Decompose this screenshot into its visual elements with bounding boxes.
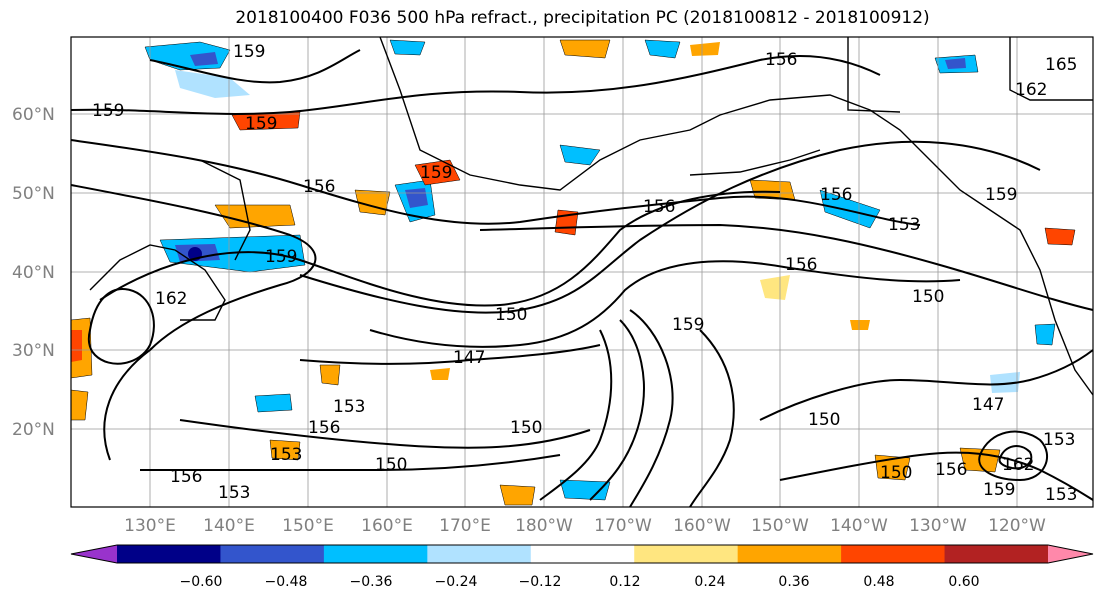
colorbar-tick-label: −0.48 — [265, 574, 308, 590]
colorbar-outline — [70, 544, 1094, 564]
contour-label: 153 — [333, 397, 365, 417]
contour-label: 159 — [245, 114, 277, 134]
colorbar-tick-label: 0.12 — [609, 574, 640, 590]
colorbar-tick-label: 0.60 — [948, 574, 979, 590]
contour-label: 153 — [218, 483, 250, 503]
colorbar-extend-high — [1048, 545, 1093, 563]
contour-label: 153 — [270, 445, 302, 465]
colorbar-tick-label: 0.48 — [863, 574, 894, 590]
lon-label: 120°W — [988, 516, 1046, 536]
contour-label: 159 — [420, 163, 452, 183]
colorbar-tick-label: −0.12 — [519, 574, 562, 590]
contour-label: 159 — [265, 247, 297, 267]
contour-label: 156 — [170, 467, 202, 487]
colorbar-segment — [634, 545, 739, 563]
lon-label: 150°E — [282, 516, 334, 536]
contour-label: 159 — [92, 101, 124, 121]
colorbar-segment — [117, 545, 221, 563]
colorbar-tick-label: −0.60 — [180, 574, 223, 590]
contour-label: 153 — [888, 215, 920, 235]
lon-label: 140°E — [203, 516, 255, 536]
contour-label: 156 — [643, 197, 675, 217]
colorbar-segment — [220, 545, 325, 563]
colorbar-tick-label: 0.36 — [778, 574, 809, 590]
lon-label: 130°W — [909, 516, 967, 536]
latitude-labels: 60°N 50°N 40°N 30°N 20°N — [12, 105, 55, 440]
contour-label: 159 — [983, 480, 1015, 500]
contour-label: 159 — [233, 42, 265, 62]
colorbar-tick-labels: −0.60 −0.48 −0.36 −0.24 −0.12 0.12 0.24 … — [180, 574, 980, 590]
colorbar-segment — [841, 545, 946, 563]
colorbar-extend-low — [71, 545, 117, 563]
colorbar-tick-label: −0.36 — [350, 574, 393, 590]
map-title: 2018100400 F036 500 hPa refract., precip… — [235, 8, 930, 28]
contour-label: 150 — [880, 463, 912, 483]
precipitation-shading — [70, 39, 1076, 506]
contour-labels: 159 159 159 156 159 159 156 156 153 156 … — [92, 42, 1077, 505]
contour-label: 159 — [672, 315, 704, 335]
contour-label: 153 — [1043, 430, 1075, 450]
contour-label: 150 — [808, 410, 840, 430]
contour-label: 159 — [985, 185, 1017, 205]
lon-label: 180°W — [515, 516, 573, 536]
contour-label: 153 — [1045, 485, 1077, 505]
lon-label: 160°E — [361, 516, 413, 536]
lon-label: 130°E — [124, 516, 176, 536]
lon-label: 140°W — [830, 516, 888, 536]
contour-label: 156 — [820, 185, 852, 205]
colorbar-segment — [737, 545, 842, 563]
lon-label: 170°E — [439, 516, 491, 536]
contour-label: 156 — [785, 255, 817, 275]
colorbar — [70, 544, 1094, 564]
contour-label: 156 — [935, 460, 967, 480]
contour-label: 156 — [303, 177, 335, 197]
contour-label: 150 — [495, 305, 527, 325]
lon-label: 170°W — [594, 516, 652, 536]
colorbar-segment — [530, 545, 635, 563]
contour-label: 150 — [375, 455, 407, 475]
lon-label: 150°W — [751, 516, 809, 536]
contour-label: 165 — [1045, 55, 1077, 75]
lon-label: 160°W — [673, 516, 731, 536]
contour-label: 150 — [510, 418, 542, 438]
colorbar-tick-label: −0.24 — [435, 574, 478, 590]
lat-label: 20°N — [12, 420, 55, 440]
refractivity-contours — [70, 49, 1094, 508]
contour-label: 147 — [972, 395, 1004, 415]
contour-label: 147 — [453, 348, 485, 368]
colorbar-segment — [323, 545, 428, 563]
map-frame — [70, 36, 1094, 508]
contour-label: 162 — [155, 289, 187, 309]
lat-label: 30°N — [12, 341, 55, 361]
contour-label: 162 — [1015, 80, 1047, 100]
lat-label: 50°N — [12, 184, 55, 204]
contour-label: 150 — [912, 287, 944, 307]
contour-label: 156 — [765, 50, 797, 70]
longitude-labels: 130°E 140°E 150°E 160°E 170°E 180°W 170°… — [124, 516, 1046, 536]
lat-label: 60°N — [12, 105, 55, 125]
contour-label: 156 — [308, 418, 340, 438]
colorbar-segment — [944, 545, 1049, 563]
colorbar-tick-label: 0.24 — [694, 574, 725, 590]
lat-label: 40°N — [12, 263, 55, 283]
contour-label: 162 — [1002, 455, 1034, 475]
colorbar-segment — [427, 545, 532, 563]
